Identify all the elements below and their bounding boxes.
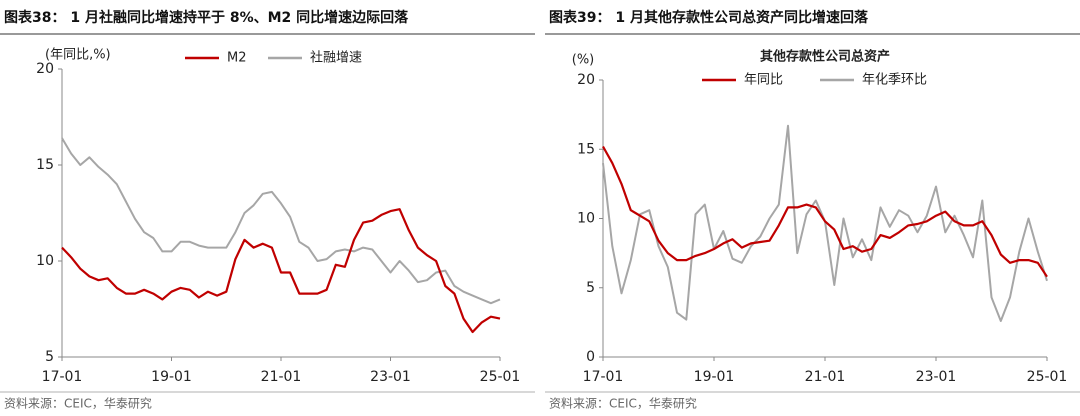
x-tick-label: 17-01 bbox=[42, 369, 83, 385]
x-tick-label: 17-01 bbox=[583, 369, 624, 385]
x-tick-label: 25-01 bbox=[1027, 369, 1068, 385]
series-line bbox=[61, 137, 501, 305]
legend-label: 年同比 bbox=[744, 73, 783, 88]
legend-label: M2 bbox=[227, 51, 247, 66]
y-tick-label: 20 bbox=[36, 61, 54, 77]
y-tick-label: 10 bbox=[577, 211, 595, 227]
x-tick-label: 25-01 bbox=[480, 369, 521, 385]
series-line bbox=[61, 208, 501, 334]
legend-label: 年化季环比 bbox=[862, 73, 927, 88]
x-tick-label: 21-01 bbox=[805, 369, 846, 385]
y-axis-label: (%) bbox=[572, 53, 595, 68]
x-tick-label: 19-01 bbox=[694, 369, 735, 385]
y-tick-label: 15 bbox=[36, 157, 54, 173]
y-tick-label: 5 bbox=[586, 280, 595, 296]
series-line bbox=[602, 124, 1048, 322]
header-title: 图表39： 1 月其他存款性公司总资产同比增速回落 bbox=[549, 9, 869, 26]
source: 资料来源：CEIC，华泰研究 bbox=[4, 396, 152, 411]
y-axis-label: (年同比,%) bbox=[45, 48, 111, 63]
x-tick-label: 23-01 bbox=[916, 369, 957, 385]
y-tick-label: 0 bbox=[586, 349, 595, 365]
series-line bbox=[602, 145, 1048, 278]
x-tick-label: 23-01 bbox=[370, 369, 411, 385]
source: 资料来源：CEIC，华泰研究 bbox=[549, 396, 697, 411]
y-tick-label: 20 bbox=[577, 72, 595, 88]
chart-subtitle: 其他存款性公司总资产 bbox=[760, 49, 890, 65]
y-tick-label: 10 bbox=[36, 253, 54, 269]
x-tick-label: 19-01 bbox=[151, 369, 192, 385]
y-tick-label: 15 bbox=[577, 141, 595, 157]
legend-label: 社融增速 bbox=[310, 50, 362, 66]
header-title: 图表38： 1 月社融同比增速持平于 8%、M2 同比增速边际回落 bbox=[4, 9, 409, 26]
y-tick-label: 5 bbox=[45, 349, 54, 365]
x-tick-label: 21-01 bbox=[261, 369, 302, 385]
